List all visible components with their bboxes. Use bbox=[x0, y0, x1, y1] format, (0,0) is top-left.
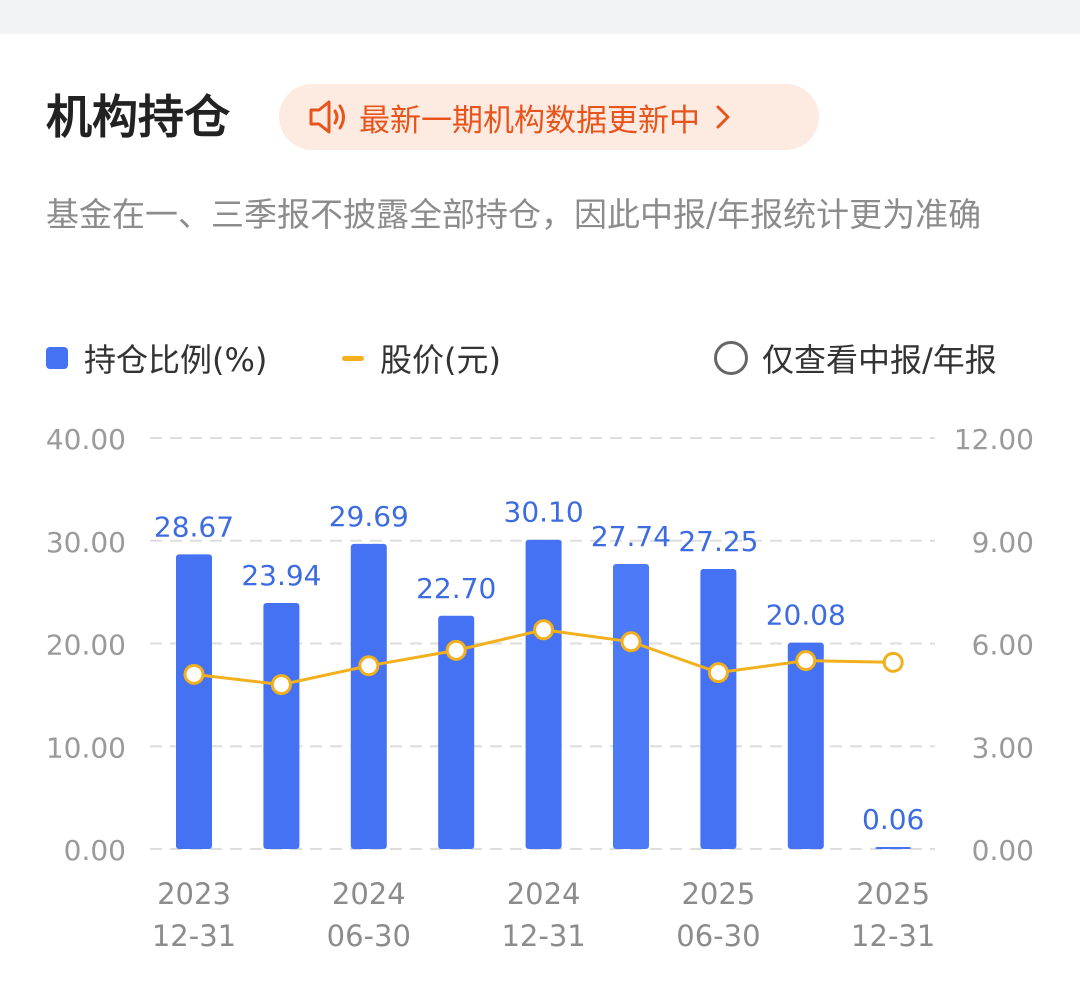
chart-legend: 持仓比例(%) 股价(元) 仅查看中报/年报 bbox=[46, 330, 1046, 386]
bar-swatch bbox=[46, 347, 68, 369]
bar-data-label: 28.67 bbox=[154, 510, 234, 543]
y-right-tick-label: 0.00 bbox=[972, 834, 1034, 867]
bar-holding-ratio bbox=[176, 554, 212, 849]
y-left-tick-label: 30.00 bbox=[46, 526, 126, 559]
notice-text: 最新一期机构数据更新中 bbox=[359, 102, 700, 139]
filter-half-year-only[interactable]: 仅查看中报/年报 bbox=[714, 330, 997, 386]
y-right-tick-label: 9.00 bbox=[972, 526, 1034, 559]
y-left-tick-label: 10.00 bbox=[46, 731, 126, 764]
y-right-tick-label: 3.00 bbox=[972, 731, 1034, 764]
bar-holding-ratio bbox=[787, 642, 824, 849]
price-point bbox=[445, 639, 467, 661]
bar-holding-ratio bbox=[700, 569, 737, 849]
bar-holding-ratio bbox=[875, 847, 912, 849]
bar-data-label: 27.74 bbox=[591, 520, 671, 553]
price-point bbox=[270, 674, 292, 696]
bar-data-label: 22.70 bbox=[416, 572, 496, 605]
price-point bbox=[358, 655, 380, 677]
radio-unchecked-icon[interactable] bbox=[714, 341, 748, 375]
y-left-tick-label: 20.00 bbox=[46, 629, 126, 662]
price-point bbox=[183, 663, 205, 685]
disclosure-note: 基金在一、三季报不披露全部持仓，因此中报/年报统计更为准确 bbox=[46, 195, 982, 234]
x-tick-label-year: 2024 bbox=[507, 877, 581, 911]
x-tick-label-date: 12-31 bbox=[851, 919, 935, 953]
section-title: 机构持仓 bbox=[46, 90, 230, 144]
bar-holding-ratio bbox=[438, 615, 475, 849]
x-tick-label-date: 06-30 bbox=[676, 919, 760, 953]
line-swatch bbox=[342, 355, 364, 361]
x-tick-label-year: 2025 bbox=[681, 877, 755, 911]
price-point bbox=[882, 651, 904, 673]
bar-data-label: 23.94 bbox=[241, 559, 321, 592]
y-right-tick-label: 6.00 bbox=[972, 629, 1034, 662]
legend-stock-price[interactable]: 股价(元) bbox=[342, 330, 501, 386]
holding-chart: 0.00 0.00 10.00 3.00 20.00 6.00 30.00 9.00 40.00… bbox=[46, 423, 1034, 953]
legend-stock-price-label: 股价(元) bbox=[380, 341, 501, 379]
price-point bbox=[707, 662, 729, 684]
x-tick-label-year: 2025 bbox=[856, 877, 930, 911]
x-tick-label-year: 2024 bbox=[332, 877, 406, 911]
bar-holding-ratio bbox=[350, 543, 387, 849]
x-tick-label-year: 2023 bbox=[157, 877, 231, 911]
y-left-tick-label: 40.00 bbox=[46, 423, 126, 456]
bar-data-label: 20.08 bbox=[766, 599, 846, 632]
bar-data-label: 30.10 bbox=[504, 496, 584, 529]
data-update-notice[interactable]: 最新一期机构数据更新中 bbox=[279, 84, 819, 150]
x-tick-label-date: 06-30 bbox=[327, 919, 411, 953]
legend-holding-ratio[interactable]: 持仓比例(%) bbox=[46, 330, 267, 386]
x-tick-label-date: 12-31 bbox=[501, 919, 585, 953]
legend-holding-ratio-label: 持仓比例(%) bbox=[84, 341, 268, 379]
speaker-icon bbox=[309, 100, 345, 134]
bar-data-label: 27.25 bbox=[678, 525, 758, 558]
price-point bbox=[533, 619, 555, 641]
bar-holding-ratio bbox=[525, 539, 562, 849]
filter-label: 仅查看中报/年报 bbox=[762, 341, 997, 379]
bar-data-label: 0.06 bbox=[862, 803, 924, 836]
bar-data-label: 29.69 bbox=[329, 500, 409, 533]
x-tick-label-date: 12-31 bbox=[152, 919, 236, 953]
chevron-right-icon bbox=[716, 105, 730, 129]
bar-holding-ratio bbox=[613, 563, 649, 849]
price-point bbox=[795, 650, 817, 672]
price-point bbox=[620, 631, 642, 653]
y-left-tick-label: 0.00 bbox=[64, 834, 126, 867]
top-divider-bar bbox=[0, 0, 1080, 34]
y-right-tick-label: 12.00 bbox=[954, 423, 1034, 456]
bar-holding-ratio bbox=[263, 603, 300, 849]
